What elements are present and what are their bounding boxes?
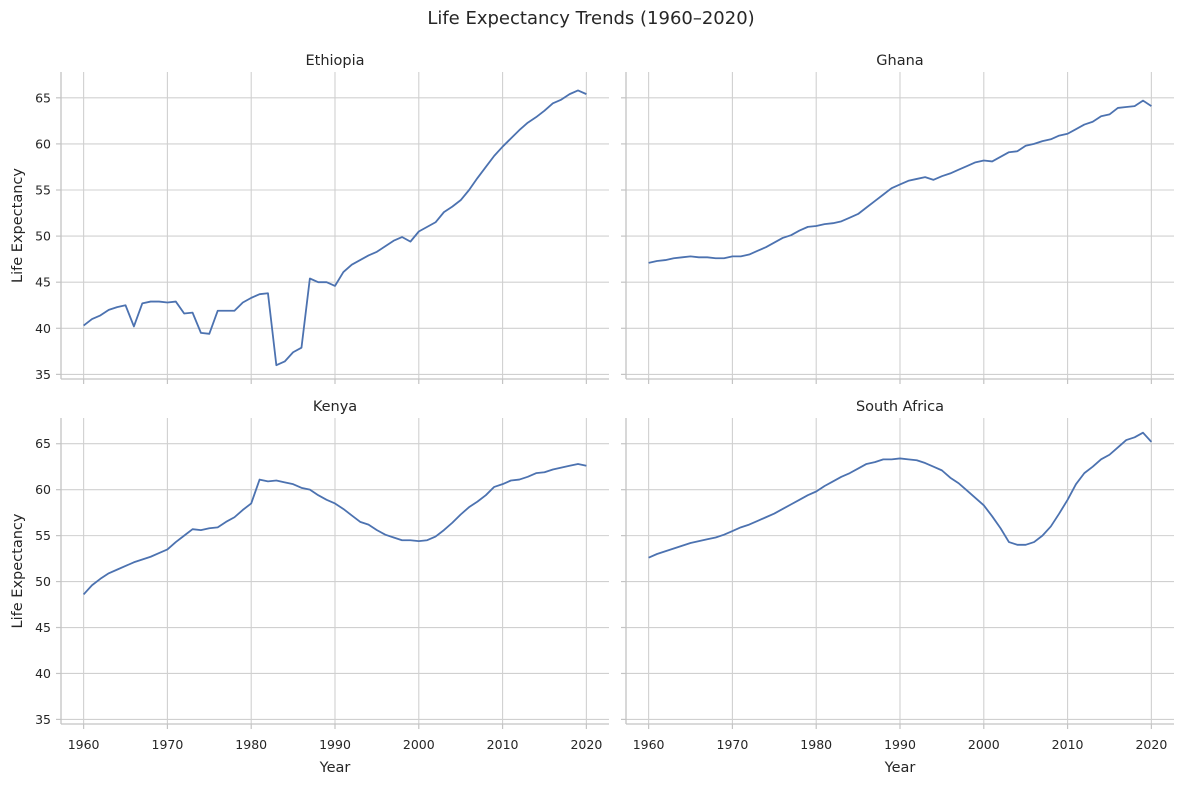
x-tick-label: 2010 xyxy=(1052,737,1084,752)
y-tick-label: 55 xyxy=(35,183,51,198)
panel-title-kenya: Kenya xyxy=(313,399,357,415)
x-tick-label: 1960 xyxy=(633,737,665,752)
x-tick-label: 2020 xyxy=(570,737,602,752)
chart-title: Life Expectancy Trends (1960–2020) xyxy=(427,8,754,29)
y-tick-label: 65 xyxy=(35,90,51,105)
y-tick-label: 60 xyxy=(35,136,51,151)
panel-title-ethiopia: Ethiopia xyxy=(305,53,364,69)
x-tick-label: 2000 xyxy=(968,737,1000,752)
y-tick-label: 65 xyxy=(35,436,51,451)
x-tick-label: 1980 xyxy=(235,737,267,752)
x-tick-label: 2010 xyxy=(487,737,519,752)
y-tick-label: 55 xyxy=(35,528,51,543)
x-axis-label: Year xyxy=(319,760,351,776)
series-line-ethiopia xyxy=(83,89,587,367)
y-axis-label: Life Expectancy xyxy=(10,513,26,628)
x-tick-label: 1970 xyxy=(152,737,184,752)
y-tick-label: 35 xyxy=(35,367,51,382)
y-tick-label: 40 xyxy=(35,321,51,336)
y-tick-label: 40 xyxy=(35,666,51,681)
x-tick-label: 1990 xyxy=(319,737,351,752)
x-tick-label: 1980 xyxy=(800,737,832,752)
series-line-kenya xyxy=(82,463,587,596)
y-tick-label: 50 xyxy=(35,229,51,244)
y-tick-label: 50 xyxy=(35,574,51,589)
x-axis-label: Year xyxy=(884,760,916,776)
x-tick-label: 1970 xyxy=(717,737,749,752)
y-tick-label: 45 xyxy=(35,275,51,290)
x-tick-label: 2020 xyxy=(1135,737,1167,752)
panel-title-south-africa: South Africa xyxy=(856,399,944,415)
x-tick-label: 1960 xyxy=(68,737,100,752)
x-tick-label: 1990 xyxy=(884,737,916,752)
y-tick-label: 35 xyxy=(35,712,51,727)
y-axis-label: Life Expectancy xyxy=(10,168,26,283)
y-tick-label: 60 xyxy=(35,482,51,497)
x-tick-label: 2000 xyxy=(403,737,435,752)
panel-title-ghana: Ghana xyxy=(876,53,923,69)
series-line-ghana xyxy=(648,99,1152,264)
series-line-south-africa xyxy=(648,431,1153,559)
y-tick-label: 45 xyxy=(35,620,51,635)
